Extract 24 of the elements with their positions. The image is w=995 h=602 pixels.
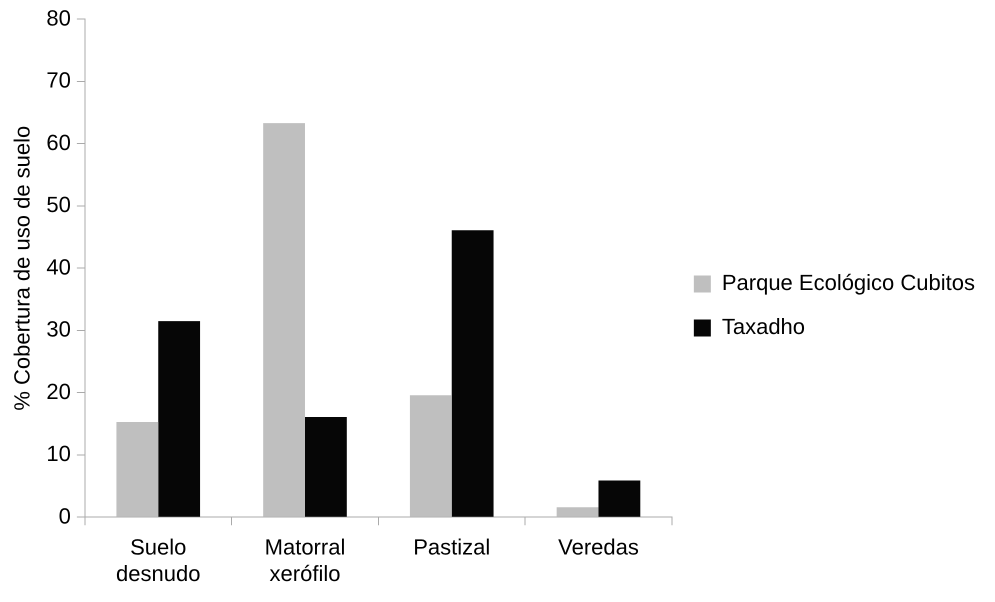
- x-tick-label: Veredas: [558, 534, 639, 560]
- legend-label: Taxadho: [722, 314, 806, 340]
- bar: [263, 123, 305, 517]
- y-tick-label: 50: [46, 192, 71, 218]
- bar: [158, 321, 200, 517]
- y-tick-label: 70: [46, 68, 71, 93]
- bar: [304, 416, 347, 517]
- y-tick-label: 20: [46, 378, 71, 404]
- y-axis-title: % Cobertura de uso de suelo: [9, 126, 34, 411]
- bar: [452, 230, 494, 517]
- x-tick-label: Suelo desnudo: [116, 534, 200, 586]
- x-tick-label: Pastizal: [413, 534, 490, 560]
- x-tick-label: Matorral xerófilo: [264, 534, 346, 586]
- bar: [598, 480, 640, 517]
- bar: [116, 422, 158, 517]
- y-tick-label: 60: [46, 130, 71, 155]
- bar: [410, 395, 452, 517]
- y-tick-label: 10: [46, 441, 71, 466]
- bar: [556, 507, 598, 517]
- y-tick-label: 80: [46, 5, 71, 30]
- legend-label: Parque Ecológico Cubitos: [722, 270, 976, 296]
- y-tick-label: 30: [46, 316, 71, 342]
- y-tick-label: 0: [58, 503, 71, 528]
- y-tick-label: 40: [46, 254, 71, 280]
